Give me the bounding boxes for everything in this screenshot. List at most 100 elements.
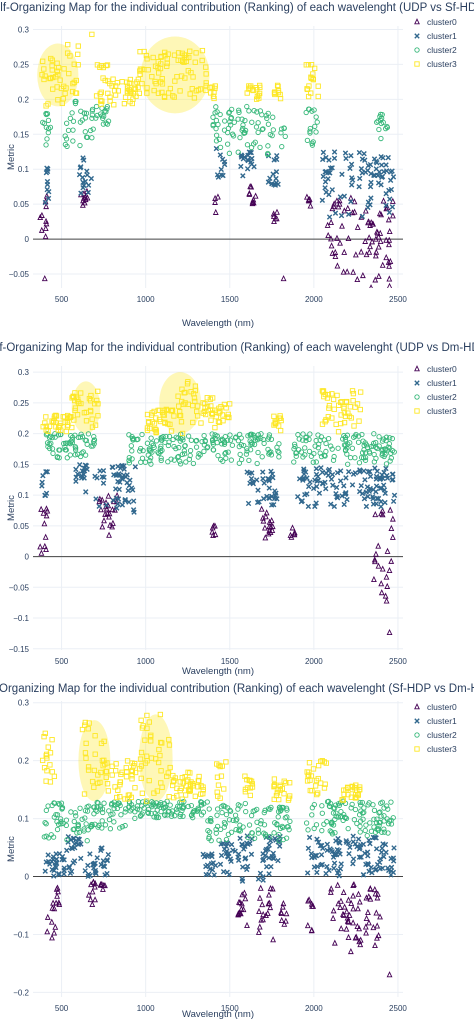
marker-circle: [303, 109, 309, 116]
marker-triangle: [308, 926, 315, 933]
marker-circle: [244, 103, 250, 110]
marker-x: [295, 493, 301, 500]
marker-triangle: [52, 923, 59, 930]
marker-circle: [227, 808, 234, 814]
marker-x: [313, 465, 320, 472]
marker-x: [359, 213, 366, 220]
marker-triangle: [38, 549, 45, 556]
y-tick-label: 0.25: [13, 399, 29, 408]
marker-circle: [257, 144, 263, 151]
marker-square: [198, 420, 204, 426]
marker-triangle: [362, 207, 369, 214]
marker-square: [40, 58, 46, 64]
marker-circle: [75, 822, 82, 829]
marker-square: [187, 787, 194, 794]
marker-circle: [276, 831, 282, 838]
marker-circle: [275, 809, 282, 815]
marker-x: [81, 465, 87, 471]
marker-circle: [309, 812, 315, 818]
marker-triangle: [371, 886, 378, 893]
marker-triangle: [336, 197, 343, 204]
marker-x: [83, 489, 89, 495]
marker-circle: [237, 134, 243, 141]
marker-triangle: [264, 909, 271, 916]
marker-x: [80, 179, 86, 186]
marker-circle: [54, 826, 61, 833]
legend-item-cluster1: cluster1: [414, 716, 457, 726]
marker-circle: [177, 438, 183, 444]
marker-circle: [221, 819, 228, 826]
marker-x: [331, 149, 338, 155]
marker-circle: [381, 813, 387, 819]
marker-square: [198, 791, 204, 797]
marker-square: [75, 62, 81, 68]
marker-circle: [284, 807, 290, 813]
marker-circle: [319, 803, 325, 809]
marker-circle: [196, 451, 202, 457]
marker-square: [190, 419, 196, 426]
marker-circle: [162, 439, 168, 445]
marker-square: [123, 774, 130, 780]
marker-triangle: [349, 209, 356, 216]
marker-x: [276, 843, 283, 849]
marker-square: [159, 76, 165, 82]
marker-x: [362, 169, 369, 175]
marker-square: [41, 76, 47, 83]
marker-circle: [240, 122, 246, 128]
marker-x: [316, 490, 323, 496]
marker-circle: [213, 138, 220, 144]
legend-item-cluster0: cluster0: [414, 17, 457, 27]
marker-triangle: [389, 212, 396, 219]
marker-square: [218, 404, 224, 410]
legend-item-cluster3: cluster3: [414, 744, 457, 754]
marker-circle: [370, 440, 377, 446]
marker-circle: [122, 822, 128, 829]
marker-triangle: [354, 922, 361, 929]
marker-circle: [363, 822, 369, 828]
marker-circle: [175, 453, 182, 460]
marker-triangle: [346, 911, 353, 918]
marker-x: [53, 856, 60, 862]
marker-square: [65, 41, 71, 48]
marker-x: [56, 870, 62, 877]
x-axis-label: Wavelength (nm): [182, 1009, 254, 1020]
marker-circle: [47, 124, 54, 131]
marker-circle: [215, 452, 221, 459]
y-tick-label: −0.1: [13, 614, 29, 623]
marker-circle: [54, 818, 60, 825]
marker-circle: [77, 805, 83, 811]
marker-square: [157, 711, 164, 718]
marker-x: [66, 865, 72, 871]
marker-triangle: [291, 530, 298, 537]
marker-square: [82, 719, 88, 726]
marker-x: [209, 851, 215, 857]
marker-circle: [69, 434, 76, 440]
marker-x: [237, 835, 243, 841]
marker-triangle: [350, 919, 357, 926]
marker-x: [101, 863, 108, 870]
marker-triangle: [97, 881, 104, 888]
marker-triangle: [240, 906, 247, 913]
marker-x: [220, 840, 226, 847]
marker-x: [375, 180, 382, 186]
marker-x: [53, 860, 60, 866]
marker-circle: [310, 139, 316, 145]
marker-x: [128, 485, 135, 491]
marker-circle: [186, 456, 192, 462]
marker-x: [265, 846, 271, 852]
marker-x: [228, 858, 234, 865]
marker-square: [272, 419, 278, 425]
marker-square: [146, 719, 152, 725]
marker-square: [192, 59, 198, 65]
marker-square: [88, 408, 94, 415]
marker-circle: [233, 818, 239, 824]
marker-x: [77, 462, 83, 468]
marker-square: [102, 77, 108, 84]
marker-triangle: [372, 252, 379, 259]
marker-circle: [298, 449, 305, 455]
marker-x: [268, 502, 275, 508]
marker-square: [95, 780, 101, 786]
marker-circle: [214, 823, 221, 830]
marker-square: [144, 798, 150, 804]
